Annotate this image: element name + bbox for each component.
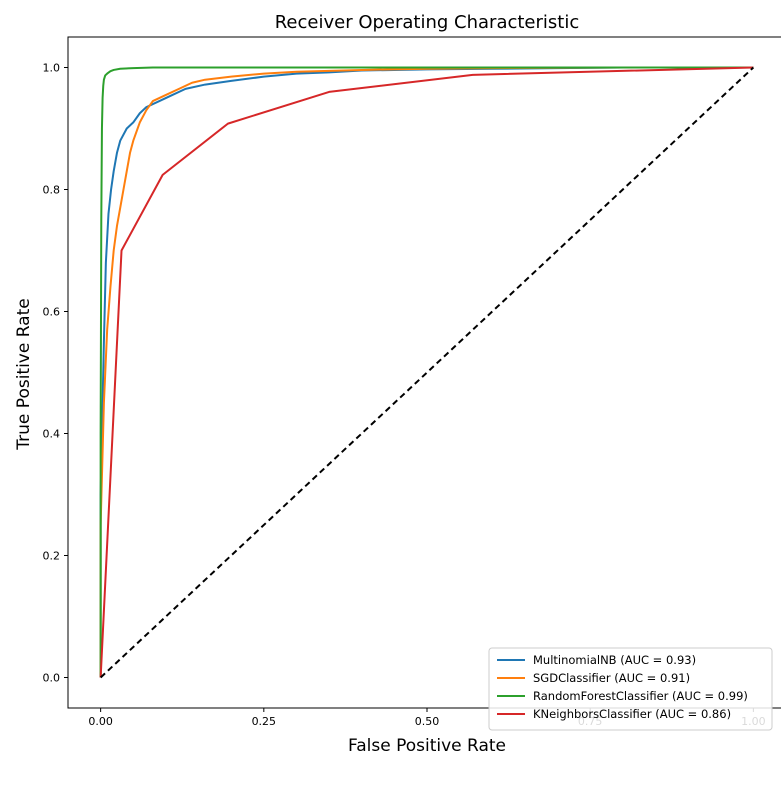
- y-tick-label: 0.8: [43, 184, 61, 197]
- y-tick-label: 0.4: [43, 428, 61, 441]
- y-tick-label: 1.0: [43, 62, 61, 75]
- legend-label: RandomForestClassifier (AUC = 0.99): [533, 689, 748, 703]
- y-tick-label: 0.2: [43, 550, 61, 563]
- x-tick-label: 0.00: [88, 715, 113, 728]
- chart-title: Receiver Operating Characteristic: [275, 12, 580, 33]
- y-tick-label: 0.6: [43, 306, 61, 319]
- legend-label: SGDClassifier (AUC = 0.91): [533, 671, 690, 685]
- x-axis-title: False Positive Rate: [348, 736, 506, 756]
- x-tick-label: 0.50: [415, 715, 440, 728]
- diagonal-reference-line: [101, 68, 754, 678]
- y-tick-label: 0.0: [43, 672, 61, 685]
- axes: 0.000.250.500.751.000.00.20.40.60.81.0: [43, 37, 781, 728]
- legend-label: KNeighborsClassifier (AUC = 0.86): [533, 707, 731, 721]
- plot-area: [101, 68, 754, 678]
- y-axis-title: True Positive Rate: [14, 298, 34, 450]
- legend: MultinomialNB (AUC = 0.93) SGDClassifier …: [489, 648, 772, 730]
- legend-label: MultinomialNB (AUC = 0.93): [533, 653, 696, 667]
- x-tick-label: 0.25: [252, 715, 277, 728]
